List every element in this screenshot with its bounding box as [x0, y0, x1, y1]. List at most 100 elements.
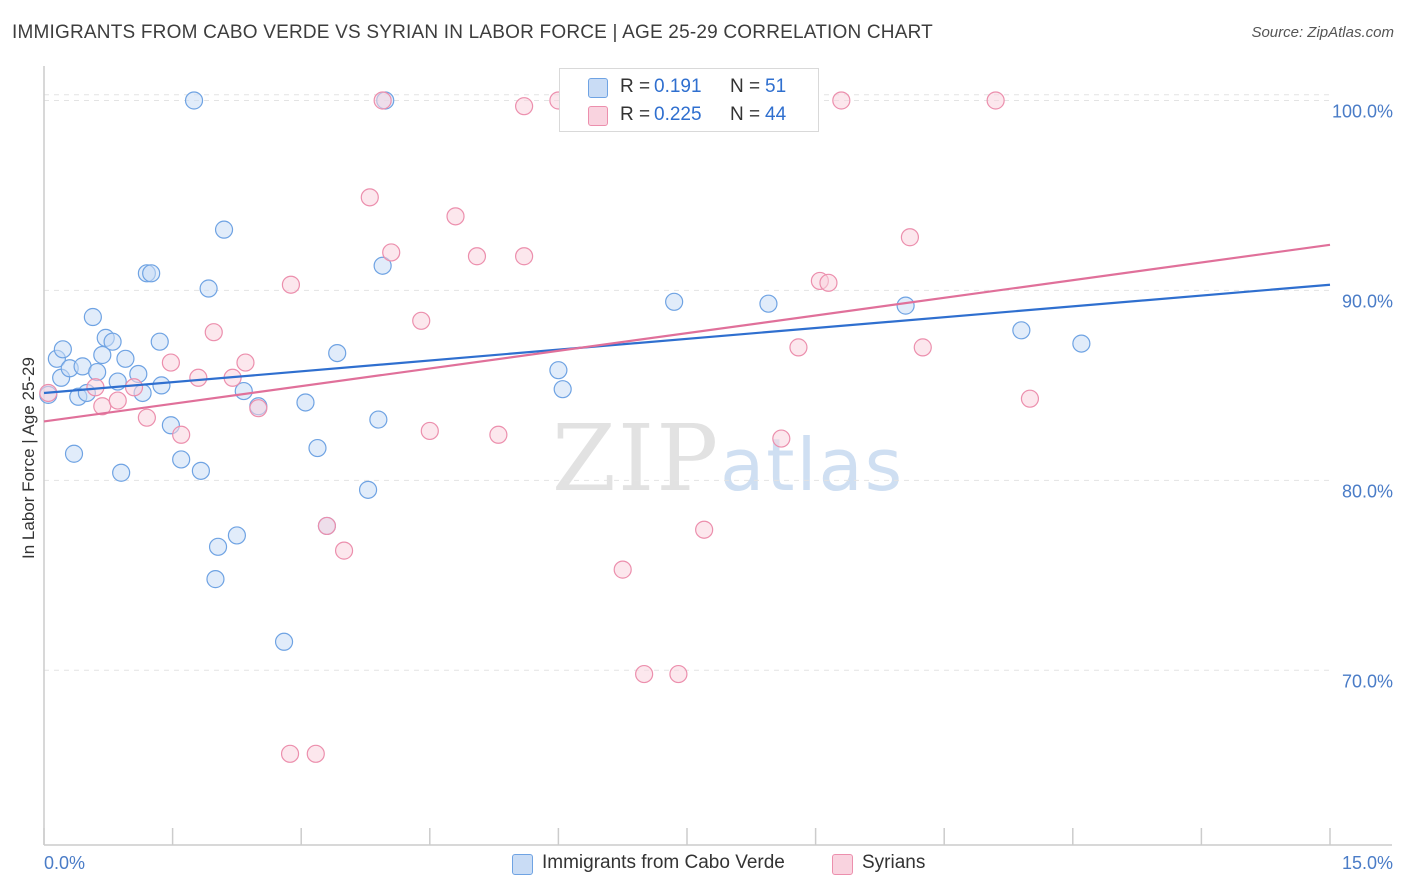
point-syrians — [695, 520, 714, 539]
point-syrians — [515, 97, 534, 116]
legend-row-syrians: R = 0.225 N = 44 — [560, 101, 818, 129]
point-syrians — [789, 338, 808, 357]
point-syrians — [467, 247, 487, 266]
legend-n-label: N = — [730, 104, 761, 125]
point-syrians — [772, 429, 791, 448]
legend-r-label: R = — [620, 76, 651, 97]
point-cabo-verde — [53, 340, 72, 359]
series-legend: Immigrants from Cabo Verde Syrians — [0, 852, 1406, 878]
axis-labels: 70.0% 80.0% 90.0% 100.0% 0.0% 15.0% In Labor F… — [19, 101, 1393, 873]
y-tick-label: 70.0% — [1342, 671, 1393, 691]
legend-r-label: R = — [620, 104, 651, 125]
y-tick-label: 90.0% — [1342, 291, 1393, 311]
point-syrians — [819, 273, 838, 292]
point-syrians — [161, 353, 180, 372]
x-tick-label-max: 15.0% — [1342, 853, 1393, 873]
legend-n-value: 51 — [765, 76, 787, 97]
point-cabo-verde — [328, 343, 347, 363]
point-syrians — [420, 421, 439, 441]
point-cabo-verde — [199, 279, 218, 298]
point-cabo-verde — [358, 480, 378, 499]
point-syrians — [360, 188, 379, 207]
watermark-zip: ZIP — [552, 405, 721, 512]
point-cabo-verde — [208, 537, 228, 556]
point-syrians — [137, 408, 156, 427]
point-cabo-verde — [1012, 321, 1031, 340]
point-syrians — [280, 744, 300, 763]
point-cabo-verde — [93, 345, 112, 365]
point-cabo-verde — [191, 461, 210, 480]
watermark-atlas: atlas — [720, 423, 905, 507]
point-syrians — [317, 516, 337, 536]
point-cabo-verde — [150, 332, 169, 351]
point-cabo-verde — [83, 307, 102, 327]
stats-legend: R = 0.191 N = 51 R = 0.225 N = 44 — [559, 68, 819, 132]
point-cabo-verde — [214, 220, 234, 239]
point-syrians — [489, 425, 508, 444]
legend-n-value: 44 — [765, 104, 787, 125]
trend-line-cabo-verde — [43, 283, 1331, 395]
legend-row-cabo-verde: R = 0.191 N = 51 — [560, 73, 818, 101]
point-cabo-verde — [88, 362, 107, 382]
point-syrians — [382, 243, 401, 262]
point-cabo-verde — [896, 296, 915, 315]
point-syrians — [204, 323, 223, 342]
point-syrians — [412, 311, 431, 330]
point-cabo-verde — [142, 264, 161, 283]
y-axis-label: In Labor Force | Age 25-29 — [19, 357, 38, 559]
point-syrians — [281, 275, 301, 294]
legend-swatch-cabo-verde — [588, 78, 608, 98]
point-syrians — [832, 91, 851, 110]
point-syrians — [515, 247, 534, 266]
point-cabo-verde — [308, 438, 327, 458]
point-syrians — [236, 353, 255, 372]
point-syrians — [108, 391, 127, 410]
y-tick-label: 80.0% — [1342, 481, 1393, 501]
point-cabo-verde — [759, 294, 778, 313]
point-syrians — [913, 338, 932, 357]
point-syrians — [172, 425, 191, 444]
chart-title: IMMIGRANTS FROM CABO VERDE VS SYRIAN IN … — [12, 22, 933, 43]
point-cabo-verde — [1072, 334, 1091, 353]
point-cabo-verde — [172, 450, 191, 469]
source-label: Source: ZipAtlas.com — [1251, 24, 1394, 41]
point-cabo-verde — [112, 463, 131, 482]
point-cabo-verde — [549, 361, 568, 380]
trend-lines — [43, 243, 1331, 423]
point-cabo-verde — [184, 91, 204, 110]
point-syrians — [1020, 389, 1040, 408]
point-cabo-verde — [103, 332, 122, 351]
point-cabo-verde — [296, 393, 315, 412]
legend-swatch-syrians — [832, 854, 853, 875]
axes — [43, 66, 1392, 846]
point-cabo-verde — [373, 256, 392, 275]
watermark: ZIPatlas — [552, 405, 904, 512]
point-syrians — [189, 368, 208, 387]
point-syrians — [900, 228, 920, 247]
point-syrians — [669, 664, 688, 684]
point-cabo-verde — [227, 526, 246, 545]
point-syrians — [124, 378, 144, 397]
legend-label-syrians: Syrians — [862, 852, 926, 873]
legend-label-cabo-verde: Immigrants from Cabo Verde — [542, 852, 785, 873]
point-syrians — [635, 664, 654, 684]
legend-r-value: 0.191 — [654, 76, 702, 97]
point-cabo-verde — [206, 570, 225, 589]
x-tick-label-min: 0.0% — [44, 853, 85, 873]
point-cabo-verde — [369, 410, 388, 429]
point-syrians — [373, 91, 392, 110]
data-points — [39, 91, 1091, 763]
point-syrians — [613, 560, 632, 579]
point-syrians — [306, 744, 325, 763]
y-tick-label: 100.0% — [1332, 101, 1393, 121]
trend-line-syrians — [43, 243, 1331, 423]
point-syrians — [986, 91, 1005, 110]
point-cabo-verde — [665, 292, 684, 311]
legend-swatch-cabo-verde — [512, 854, 533, 875]
point-cabo-verde — [64, 444, 84, 463]
point-cabo-verde — [553, 380, 572, 399]
point-cabo-verde — [152, 376, 171, 395]
legend-swatch-syrians — [588, 106, 608, 126]
point-syrians — [446, 207, 465, 226]
